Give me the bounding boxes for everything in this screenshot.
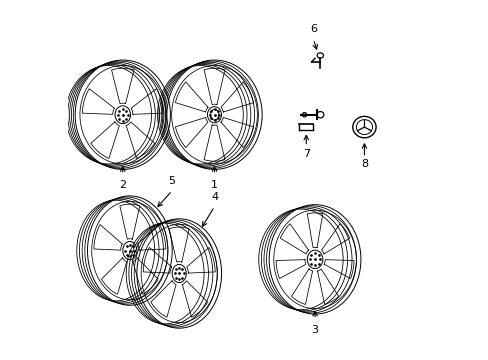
Text: 6: 6 [309, 24, 316, 34]
Text: 5: 5 [168, 176, 175, 186]
Text: 2: 2 [119, 180, 126, 190]
Text: 7: 7 [302, 149, 309, 159]
Text: 8: 8 [360, 159, 367, 169]
Text: 1: 1 [211, 180, 218, 190]
Text: 3: 3 [311, 325, 318, 335]
Text: 4: 4 [210, 192, 218, 202]
